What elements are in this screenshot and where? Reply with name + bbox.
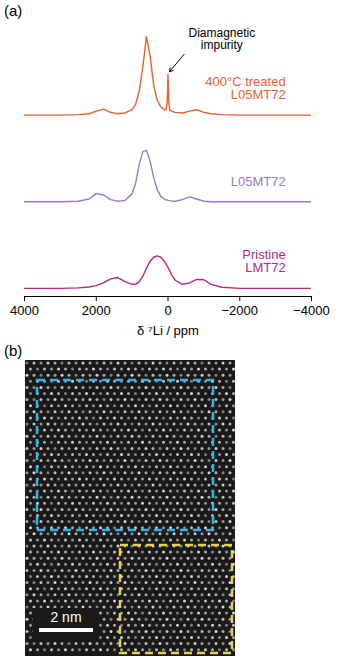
svg-text:2 nm: 2 nm [50, 609, 81, 625]
svg-text:0: 0 [164, 303, 171, 318]
svg-text:−2000: −2000 [221, 303, 258, 318]
svg-text:−4000: −4000 [293, 303, 330, 318]
svg-text:δ ⁷Li / ppm: δ ⁷Li / ppm [137, 323, 199, 338]
svg-text:Diamagneticimpurity: Diamagneticimpurity [188, 26, 255, 52]
svg-text:L05MT72: L05MT72 [231, 174, 286, 189]
svg-text:400°C treatedL05MT72: 400°C treatedL05MT72 [205, 74, 285, 102]
html-text:(a): (a) [4, 2, 23, 19]
svg-text:2000: 2000 [82, 303, 111, 318]
svg-text:4000: 4000 [10, 303, 39, 318]
svg-text:PristineLMT72: PristineLMT72 [242, 247, 285, 275]
html-text:(b): (b) [4, 342, 23, 359]
